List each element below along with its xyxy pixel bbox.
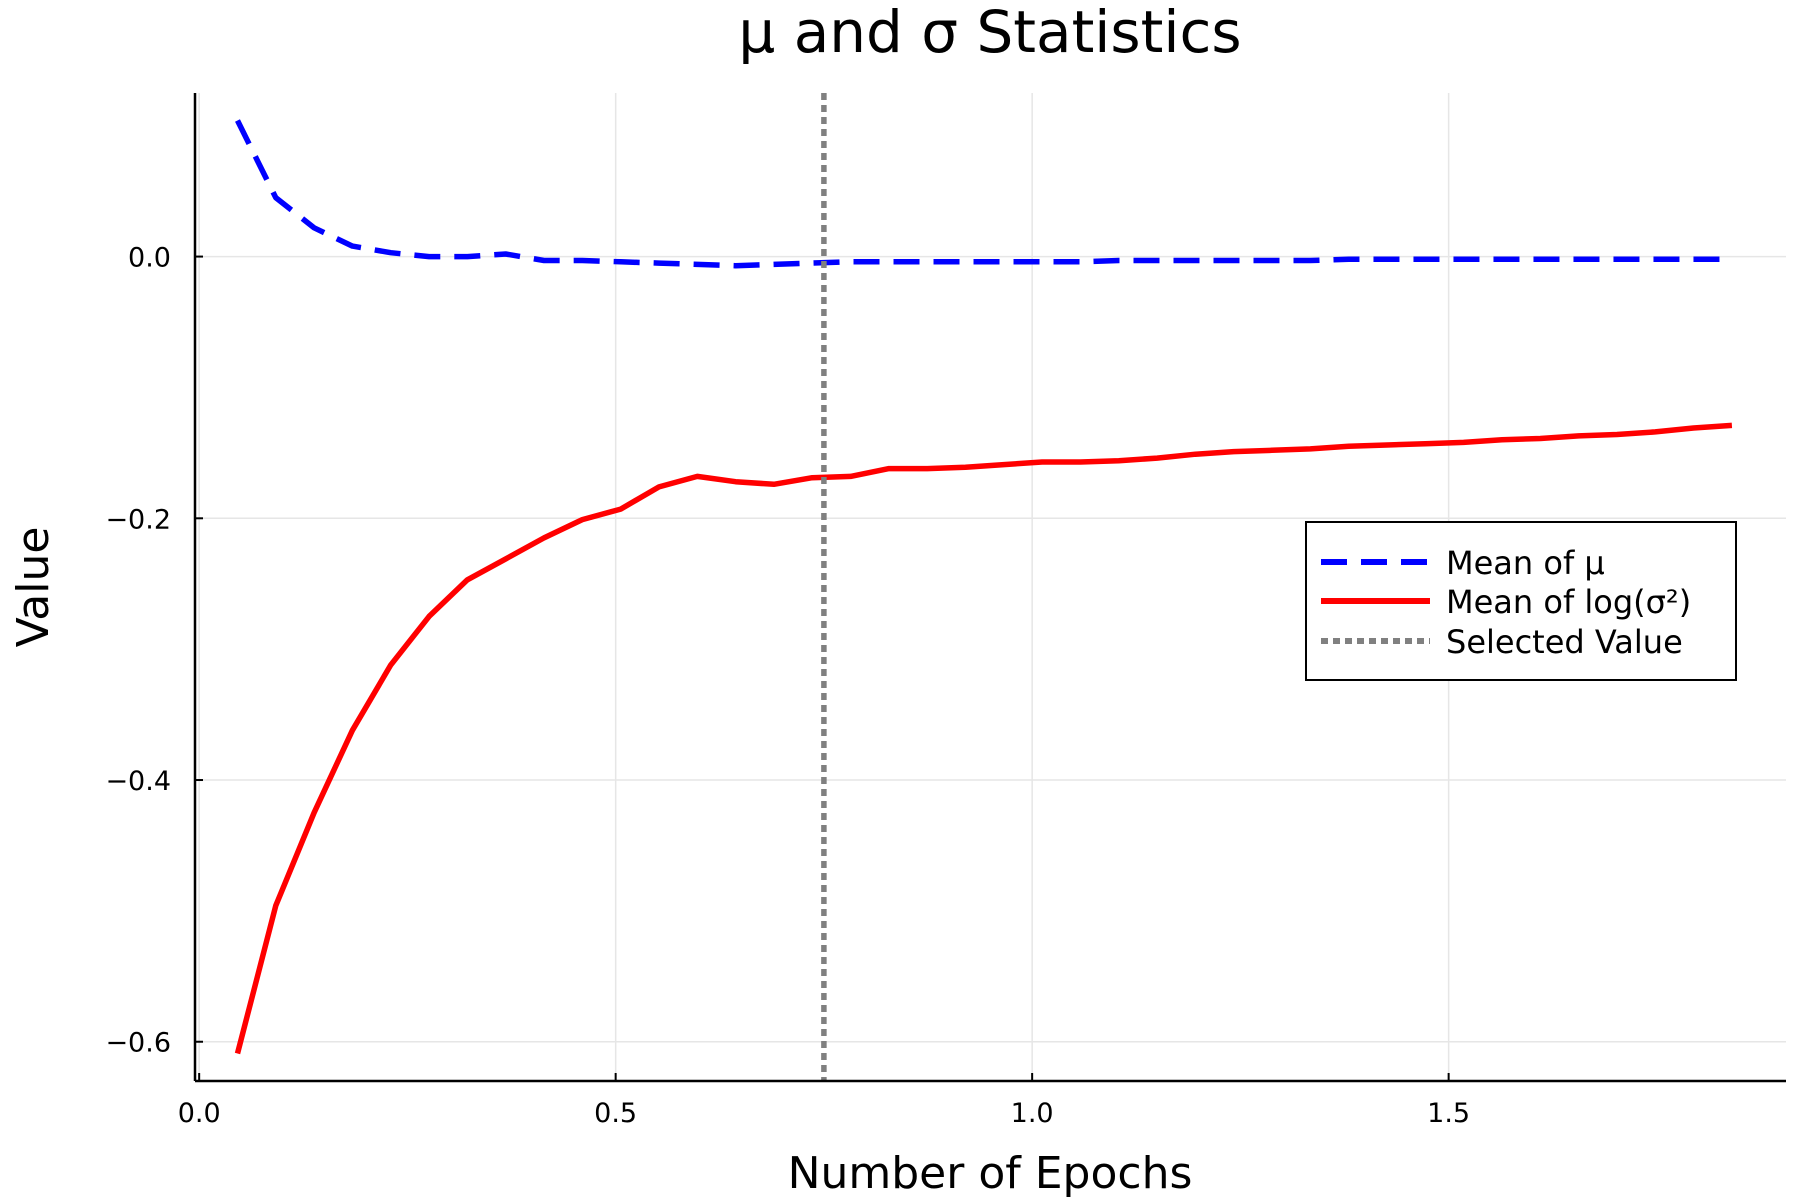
- x-axis-title: Number of Epochs: [788, 1148, 1193, 1199]
- legend-label-mu: Mean of μ: [1446, 544, 1605, 582]
- plot-lines: [234, 93, 1733, 1081]
- y-axis-title: Value: [8, 527, 59, 648]
- x-tick-label: 1.5: [1427, 1098, 1470, 1129]
- x-tick-label: 0.0: [178, 1098, 221, 1129]
- legend-label-log-sigma: Mean of log(σ²): [1446, 583, 1691, 621]
- y-tick-label: −0.2: [105, 504, 171, 535]
- y-tick-label: −0.6: [105, 1028, 171, 1059]
- y-tick-label: −0.4: [105, 766, 171, 797]
- grid: [195, 93, 1786, 1081]
- x-ticks: 0.0 0.5 1.0 1.5: [178, 1073, 1470, 1129]
- x-tick-label: 1.0: [1011, 1098, 1054, 1129]
- y-tick-label: 0.0: [128, 243, 171, 274]
- x-tick-label: 0.5: [594, 1098, 637, 1129]
- legend: Mean of μ Mean of log(σ²) Selected Value: [1305, 521, 1737, 681]
- chart-title: μ and σ Statistics: [738, 0, 1241, 66]
- y-ticks: 0.0 −0.2 −0.4 −0.6: [105, 243, 203, 1059]
- legend-label-selected: Selected Value: [1446, 623, 1683, 661]
- series-mean-log-sigma-line: [234, 422, 1733, 1055]
- series-mean-mu-line: [235, 119, 1732, 269]
